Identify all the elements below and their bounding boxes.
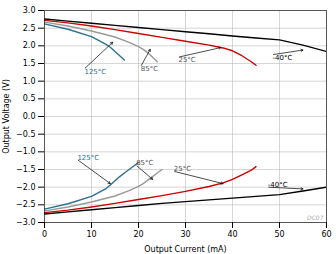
svg-text:30: 30 <box>180 230 190 239</box>
svg-text:1.5: 1.5 <box>23 59 36 68</box>
svg-text:85°C: 85°C <box>136 159 153 167</box>
svg-text:−2.5: −2.5 <box>16 200 35 209</box>
svg-text:-40°C: -40°C <box>268 181 288 189</box>
svg-text:DC07: DC07 <box>307 214 324 221</box>
svg-text:0.0: 0.0 <box>23 112 36 121</box>
svg-text:25°C: 25°C <box>174 165 191 173</box>
svg-text:125°C: 125°C <box>84 68 106 76</box>
svg-text:60: 60 <box>321 230 331 239</box>
svg-text:Output Voltage (V): Output Voltage (V) <box>2 79 11 154</box>
svg-text:20: 20 <box>133 230 143 239</box>
svg-text:Output Current (mA): Output Current (mA) <box>144 245 226 254</box>
svg-text:1.0: 1.0 <box>23 77 36 86</box>
svg-text:10: 10 <box>86 230 96 239</box>
svg-text:−2.0: −2.0 <box>16 183 35 192</box>
svg-text:125°C: 125°C <box>77 154 99 162</box>
svg-text:−1.5: −1.5 <box>16 165 35 174</box>
svg-text:50: 50 <box>274 230 284 239</box>
svg-text:3.0: 3.0 <box>23 6 36 15</box>
svg-text:−3.0: −3.0 <box>16 218 35 227</box>
svg-text:25°C: 25°C <box>178 56 195 64</box>
svg-text:2.5: 2.5 <box>23 24 36 33</box>
svg-text:0.5: 0.5 <box>23 94 36 103</box>
svg-text:2.0: 2.0 <box>23 41 36 50</box>
svg-text:85°C: 85°C <box>141 65 158 73</box>
svg-text:−1.0: −1.0 <box>16 147 35 156</box>
svg-text:40: 40 <box>227 230 237 239</box>
svg-text:-40°C: -40°C <box>272 54 292 62</box>
svg-text:−0.5: −0.5 <box>16 130 35 139</box>
svg-text:0: 0 <box>42 230 47 239</box>
